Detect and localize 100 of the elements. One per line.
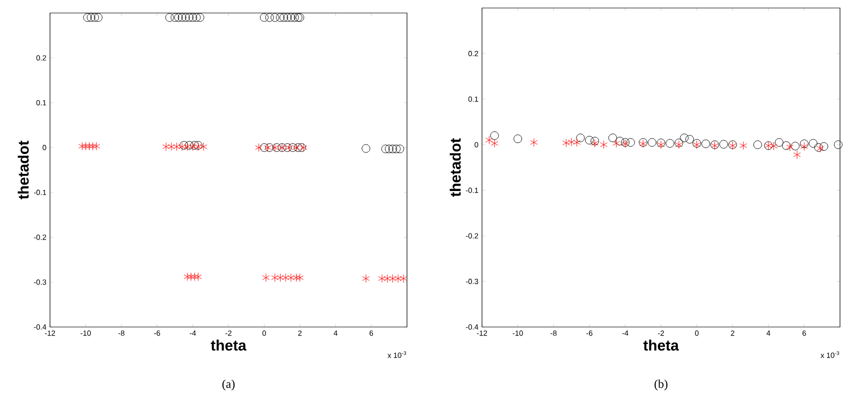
point [793, 150, 801, 159]
point [389, 274, 396, 283]
point [276, 13, 285, 22]
point [362, 144, 370, 153]
point [86, 142, 93, 150]
point [384, 274, 392, 283]
point [260, 13, 268, 22]
point [196, 13, 204, 22]
point [485, 136, 493, 144]
point [719, 140, 728, 149]
point [181, 13, 190, 22]
point [591, 139, 598, 148]
point [396, 144, 404, 154]
point [774, 138, 784, 147]
point [282, 273, 290, 282]
point [89, 142, 97, 150]
point [702, 140, 710, 148]
point [562, 138, 570, 148]
point [666, 139, 674, 148]
x-axis-title: theta [643, 340, 679, 351]
point [200, 142, 208, 151]
point [260, 143, 268, 152]
y-axis-title: thetadot [18, 140, 29, 200]
point [362, 274, 370, 283]
point [814, 143, 823, 152]
point [394, 274, 402, 283]
point [576, 134, 585, 142]
point [626, 138, 635, 147]
point [800, 140, 808, 148]
point [568, 138, 576, 146]
point [265, 143, 274, 152]
point [585, 136, 594, 144]
point [300, 143, 308, 152]
point [187, 272, 195, 282]
point [786, 142, 794, 152]
point [178, 13, 186, 22]
point [287, 273, 295, 282]
point [280, 13, 288, 22]
text: (b) [654, 380, 668, 390]
point [94, 13, 102, 22]
point [82, 142, 90, 150]
point [188, 13, 198, 22]
point [297, 143, 306, 152]
point [286, 13, 296, 22]
point [600, 140, 608, 149]
point [190, 272, 198, 282]
point [770, 142, 778, 150]
point [685, 134, 694, 144]
point [78, 142, 86, 150]
point [184, 272, 192, 282]
point [165, 13, 174, 22]
point [816, 144, 824, 153]
point [753, 140, 762, 149]
point [194, 272, 202, 282]
point [92, 142, 100, 150]
point [90, 13, 99, 22]
point [834, 140, 842, 149]
point [170, 13, 180, 22]
point [296, 13, 304, 22]
point [384, 144, 394, 154]
point [192, 13, 201, 22]
point [808, 139, 818, 148]
point [270, 13, 280, 22]
point [378, 274, 386, 283]
point [168, 142, 176, 151]
point [381, 144, 390, 154]
point [255, 143, 263, 152]
point [83, 13, 92, 22]
point [264, 143, 272, 152]
point [296, 273, 304, 282]
point [178, 142, 186, 151]
point [740, 141, 748, 150]
x-axis-title: theta [210, 340, 246, 351]
point [265, 13, 274, 22]
point [648, 138, 656, 147]
point [680, 134, 689, 142]
point [292, 273, 300, 282]
text: (a) [222, 380, 235, 390]
point [400, 274, 408, 283]
point [800, 142, 808, 151]
point [490, 139, 498, 148]
point [294, 13, 302, 22]
point [388, 144, 397, 154]
point [514, 134, 522, 144]
point [173, 142, 180, 151]
point [174, 13, 183, 22]
point [283, 13, 292, 22]
point [616, 136, 624, 146]
point [162, 142, 170, 151]
point [530, 138, 538, 147]
point [271, 273, 279, 282]
y-axis-title: thetadot [450, 138, 461, 197]
point [490, 131, 499, 140]
point [820, 142, 828, 151]
point [86, 13, 96, 22]
point [288, 143, 298, 152]
point [573, 138, 581, 147]
point [608, 134, 617, 142]
point [184, 13, 194, 22]
point [782, 141, 791, 150]
